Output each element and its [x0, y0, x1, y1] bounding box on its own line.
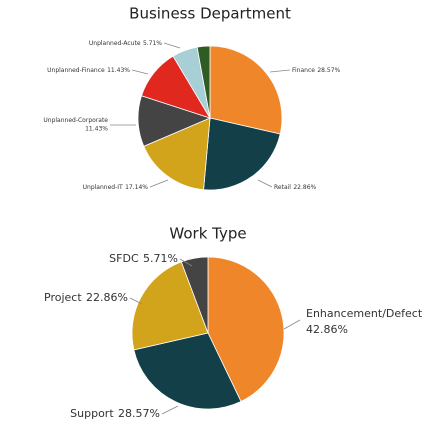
leader-line	[257, 179, 273, 188]
chart-title: Work Type	[169, 225, 246, 243]
pie-slice	[209, 45, 283, 135]
pie-slice	[143, 117, 211, 191]
leader-line	[283, 319, 301, 330]
slice-label: Unplanned-Finance 11.43%	[47, 67, 130, 74]
slice-value: 17.14%	[125, 184, 148, 191]
slice-category: Finance	[292, 67, 315, 74]
slice-category: Project	[44, 291, 82, 304]
slice-label: Retail 22.86%	[274, 184, 317, 191]
slice-label: Unplanned-Corporate 11.43%	[43, 117, 108, 133]
chart-title: Business Department	[129, 5, 291, 23]
leader-line	[161, 405, 179, 415]
slice-label: Unplanned-IT 17.14%	[83, 184, 149, 191]
slice-category: Unplanned-Corporate	[43, 117, 108, 124]
leader-line	[269, 69, 291, 73]
pie-slice	[180, 256, 209, 334]
slice-label: Project 22.86%	[44, 291, 128, 304]
leader-line	[131, 69, 149, 75]
slice-label: Support 28.57%	[70, 407, 160, 420]
slice-label: SFDC 5.71%	[109, 252, 178, 265]
slice-category: Support	[70, 407, 114, 420]
pie-slice	[203, 117, 281, 191]
slice-category: Unplanned-IT	[83, 184, 123, 191]
pie-slice	[133, 332, 242, 410]
slice-label: Enhancement/Defect 42.86%	[306, 307, 423, 336]
slice-category: SFDC	[109, 252, 139, 265]
slice-value: 22.86%	[86, 291, 128, 304]
pie-slice	[131, 261, 209, 351]
slice-value: 11.43%	[107, 67, 130, 74]
slice-value: 22.86%	[293, 184, 316, 191]
slice-value: 11.43%	[85, 125, 108, 132]
slice-label: Finance 28.57%	[292, 67, 341, 74]
leader-line	[129, 297, 143, 305]
pie-slice	[196, 45, 211, 119]
pie-slice	[207, 256, 285, 403]
leader-line	[179, 258, 193, 267]
slice-value: 5.71%	[143, 40, 162, 47]
leader-line	[149, 179, 169, 188]
slice-value: 5.71%	[143, 252, 178, 265]
slice-category: Unplanned-Acute	[89, 40, 141, 47]
slice-value: 42.86%	[306, 323, 348, 336]
slice-value: 28.57%	[317, 67, 340, 74]
slice-value: 28.57%	[118, 407, 160, 420]
slice-category: Retail	[274, 184, 291, 191]
slice-label: Unplanned-Acute 5.71%	[89, 40, 162, 47]
leader-line	[163, 42, 181, 49]
slice-category: Unplanned-Finance	[47, 67, 105, 74]
slice-category: Enhancement/Defect	[306, 307, 423, 320]
